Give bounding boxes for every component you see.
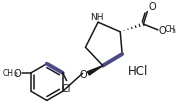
Text: 3: 3 [172, 29, 175, 34]
Text: NH: NH [90, 13, 104, 22]
Text: Cl: Cl [62, 83, 71, 93]
Text: HCl: HCl [128, 64, 148, 77]
Text: O: O [14, 68, 21, 78]
Text: O: O [159, 26, 167, 36]
Text: CH: CH [3, 68, 14, 77]
Polygon shape [87, 66, 103, 75]
Text: O: O [80, 70, 87, 80]
Text: 3: 3 [14, 72, 18, 77]
Text: O: O [148, 2, 156, 11]
Text: CH: CH [165, 25, 176, 34]
